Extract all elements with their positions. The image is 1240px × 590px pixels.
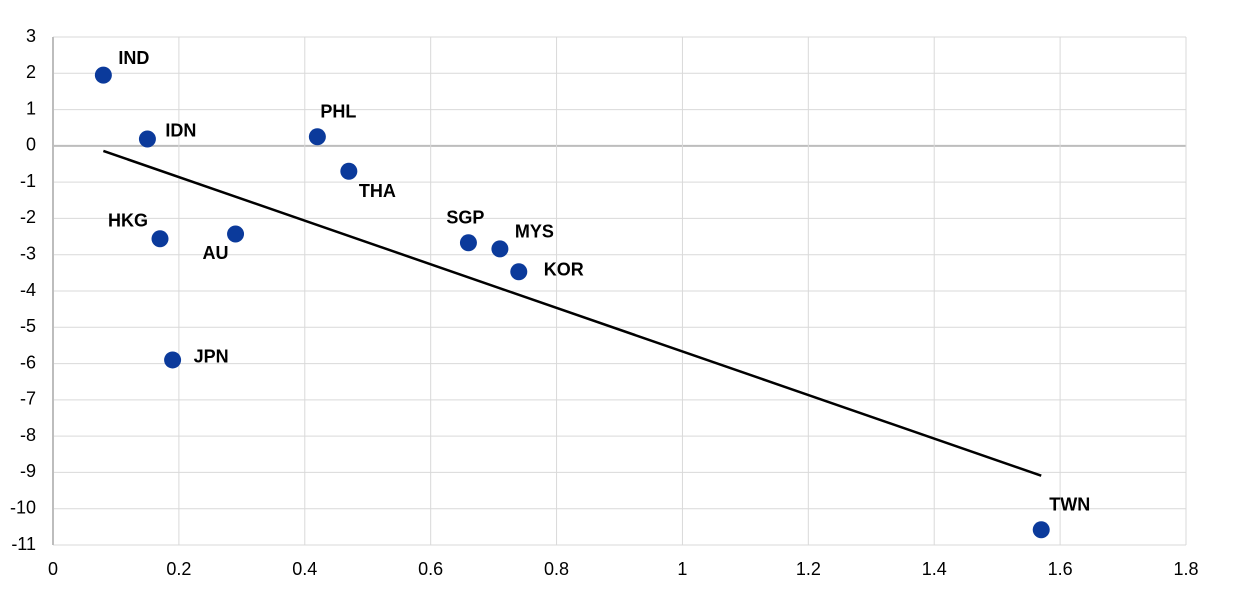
point bbox=[94, 66, 112, 84]
x-tick-label: 0.4 bbox=[292, 559, 317, 579]
point-label: AU bbox=[203, 243, 229, 263]
y-tick-label: -7 bbox=[20, 389, 36, 409]
x-tick-label: 0.2 bbox=[166, 559, 191, 579]
y-tick-label: -9 bbox=[20, 461, 36, 481]
point bbox=[151, 230, 169, 248]
point bbox=[227, 225, 245, 243]
x-tick-label: 1.2 bbox=[796, 559, 821, 579]
y-tick-label: 1 bbox=[26, 98, 36, 118]
y-tick-label: 0 bbox=[26, 135, 36, 155]
point-label: PHL bbox=[320, 102, 356, 122]
point bbox=[164, 351, 182, 369]
point bbox=[459, 234, 477, 252]
trend-line bbox=[102, 149, 1042, 477]
x-tick-label: 0 bbox=[48, 559, 58, 579]
y-tick-label: -4 bbox=[20, 280, 36, 300]
point-label: SGP bbox=[446, 207, 484, 227]
y-tick-label: -3 bbox=[20, 243, 36, 263]
point bbox=[1032, 521, 1050, 539]
y-tick-label: -2 bbox=[20, 207, 36, 227]
point bbox=[340, 162, 358, 180]
y-tick-label: -1 bbox=[20, 171, 36, 191]
y-tick-label: 2 bbox=[26, 62, 36, 82]
point bbox=[308, 128, 326, 146]
point-label: JPN bbox=[194, 347, 229, 367]
point bbox=[510, 263, 528, 281]
point-label: THA bbox=[359, 181, 396, 201]
x-tick-label: 0.6 bbox=[418, 559, 443, 579]
point-label: HKG bbox=[108, 210, 148, 230]
x-tick-label: 1.6 bbox=[1048, 559, 1073, 579]
x-tick-label: 0.8 bbox=[544, 559, 569, 579]
y-tick-label: -5 bbox=[20, 316, 36, 336]
point-label: MYS bbox=[515, 222, 554, 242]
point-label: KOR bbox=[544, 260, 584, 280]
x-tick-label: 1.8 bbox=[1173, 559, 1198, 579]
y-tick-label: 3 bbox=[26, 26, 36, 46]
point-label: IDN bbox=[165, 121, 196, 141]
point-label: TWN bbox=[1049, 495, 1090, 515]
y-tick-label: -6 bbox=[20, 352, 36, 372]
y-tick-label: -11 bbox=[11, 534, 36, 554]
y-tick-label: -8 bbox=[20, 425, 36, 445]
point bbox=[138, 130, 156, 148]
point bbox=[491, 240, 509, 258]
x-tick-label: 1 bbox=[677, 559, 687, 579]
y-tick-label: -10 bbox=[10, 497, 36, 517]
x-tick-label: 1.4 bbox=[922, 559, 947, 579]
point-label: IND bbox=[118, 48, 149, 68]
